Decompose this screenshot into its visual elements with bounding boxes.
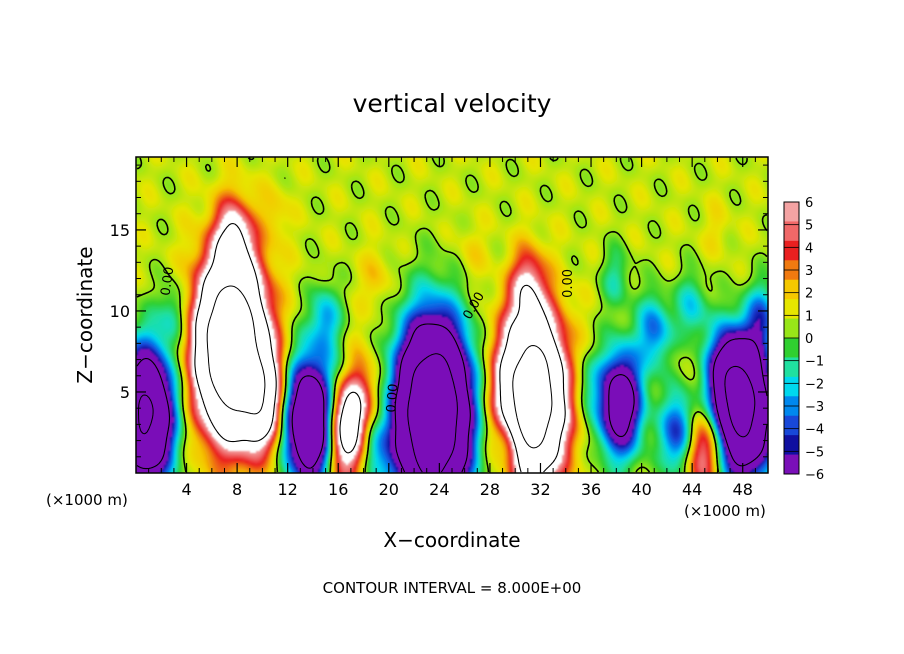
colorbar-swatch [784, 415, 799, 436]
heatmap-field [136, 157, 768, 473]
x-tick-label: 44 [682, 480, 702, 499]
x-tick-label: 48 [733, 480, 753, 499]
x-axis-label: X−coordinate [383, 528, 520, 552]
x-tick-label: 40 [631, 480, 651, 499]
colorbar-label: 2 [805, 287, 813, 302]
x-unit-right: (×1000 m) [684, 502, 766, 520]
colorbar-label: 6 [805, 196, 813, 211]
contour-positive [194, 222, 566, 473]
colorbar-swatch [784, 454, 799, 475]
colorbar-swatch [784, 376, 799, 397]
x-tick-label: 16 [328, 480, 348, 499]
x-tick-label: 28 [480, 480, 500, 499]
y-tick-label: 10 [110, 302, 130, 321]
x-tick-label: 4 [181, 480, 191, 499]
contour-label: 0.00 [384, 383, 401, 413]
colorbar-label: 0 [805, 332, 813, 347]
x-tick-label: 20 [379, 480, 399, 499]
colorbar-label: 4 [805, 241, 813, 256]
colorbar: 6 5 4 3 2 1 0 −1 −2 −3 −4 −5 −6 [783, 196, 824, 483]
x-unit-left: (×1000 m) [46, 491, 128, 509]
y-tick-label: 5 [120, 383, 130, 402]
x-axis: 4 8 12 16 20 24 28 32 36 40 44 48 [148, 157, 769, 499]
colorbar-label: −3 [805, 400, 824, 415]
x-tick-label: 32 [530, 480, 550, 499]
colorbar-swatch [784, 338, 799, 358]
colorbar-swatch [784, 299, 799, 320]
x-tick-label: 8 [232, 480, 242, 499]
colorbar-label: 3 [805, 264, 813, 279]
y-axis: 5 10 15 [110, 164, 768, 458]
y-axis-label: Z−coordinate [73, 246, 97, 383]
contour-label: 0.00 [158, 266, 177, 297]
contour-zero [136, 157, 768, 473]
x-tick-label: 12 [278, 480, 298, 499]
contour-lines [136, 157, 768, 473]
heatmap-plot-area [136, 157, 768, 473]
colorbar-swatch [784, 221, 799, 242]
colorbar-label: −1 [805, 355, 824, 370]
contour-negative [138, 353, 756, 473]
chart-title: vertical velocity [353, 89, 552, 118]
colorbar-label: −5 [805, 445, 824, 460]
contour-interval-footer: CONTOUR INTERVAL = 8.000E+00 [323, 579, 582, 597]
contour-negative [136, 323, 768, 473]
colorbar-swatch [784, 240, 799, 261]
contour-label: 0.00 [561, 269, 576, 298]
colorbar-swatch [784, 435, 799, 456]
colorbar-label: 5 [805, 219, 813, 234]
colorbar-swatch [784, 202, 799, 222]
colorbar-label: −4 [805, 423, 824, 438]
colorbar-label: 1 [805, 309, 813, 324]
colorbar-swatch [784, 279, 799, 300]
colorbar-label: −6 [805, 468, 824, 483]
x-tick-label: 24 [429, 480, 449, 499]
colorbar-swatch [784, 318, 799, 339]
colorbar-swatch [784, 357, 799, 378]
y-tick-label: 15 [110, 221, 130, 240]
contour-positive [206, 285, 553, 449]
x-tick-label: 36 [581, 480, 601, 499]
colorbar-label: −2 [805, 377, 824, 392]
